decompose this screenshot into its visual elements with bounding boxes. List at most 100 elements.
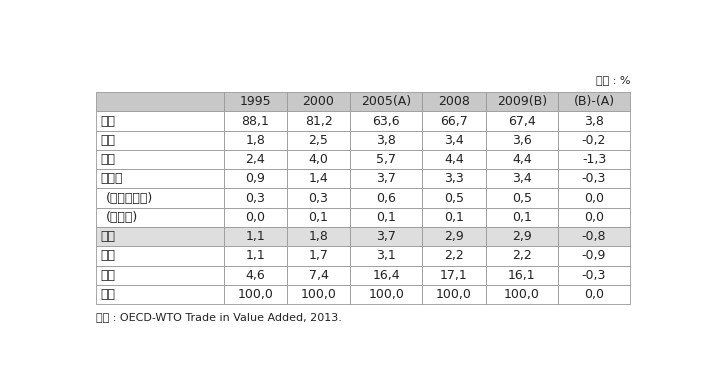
Text: 0,1: 0,1 <box>309 211 329 224</box>
Text: 100,0: 100,0 <box>368 288 404 301</box>
Text: 1995: 1995 <box>240 95 271 108</box>
Bar <box>558 111 630 131</box>
Bar <box>486 150 558 169</box>
Bar <box>350 285 422 304</box>
Text: 합계: 합계 <box>101 288 116 301</box>
Bar <box>223 92 287 111</box>
Text: 2,4: 2,4 <box>245 153 265 166</box>
Text: 17,1: 17,1 <box>440 269 468 282</box>
Bar <box>486 111 558 131</box>
Text: 1,7: 1,7 <box>309 249 329 263</box>
Bar <box>287 92 350 111</box>
Text: 일본: 일본 <box>101 153 116 166</box>
Text: 67,4: 67,4 <box>508 115 536 127</box>
Bar <box>422 246 486 266</box>
Bar <box>558 189 630 208</box>
Bar <box>350 208 422 227</box>
Text: 0,5: 0,5 <box>512 192 532 205</box>
Text: 0,3: 0,3 <box>245 192 265 205</box>
Bar <box>223 150 287 169</box>
Bar <box>350 92 422 111</box>
Bar <box>223 285 287 304</box>
Text: 100,0: 100,0 <box>238 288 273 301</box>
Bar <box>287 169 350 189</box>
Text: -0,3: -0,3 <box>582 172 606 185</box>
Text: 16,4: 16,4 <box>372 269 400 282</box>
Bar <box>422 169 486 189</box>
Text: 4,4: 4,4 <box>444 153 464 166</box>
Bar <box>486 189 558 208</box>
Bar <box>97 92 223 111</box>
Bar <box>422 111 486 131</box>
Text: 2,5: 2,5 <box>309 134 329 147</box>
Bar <box>287 266 350 285</box>
Text: -0,9: -0,9 <box>582 249 606 263</box>
Bar <box>486 131 558 150</box>
Bar <box>350 246 422 266</box>
Bar <box>287 208 350 227</box>
Bar <box>287 285 350 304</box>
Text: 3,7: 3,7 <box>376 172 396 185</box>
Text: 81,2: 81,2 <box>305 115 332 127</box>
Bar <box>287 111 350 131</box>
Bar <box>350 189 422 208</box>
Bar <box>558 285 630 304</box>
Text: (인도네시아): (인도네시아) <box>106 192 154 205</box>
Text: 1,8: 1,8 <box>245 134 265 147</box>
Text: 2,2: 2,2 <box>444 249 464 263</box>
Text: -0,3: -0,3 <box>582 269 606 282</box>
Bar <box>558 169 630 189</box>
Bar <box>486 285 558 304</box>
Text: 0,5: 0,5 <box>444 192 464 205</box>
Bar <box>287 150 350 169</box>
Bar <box>287 131 350 150</box>
Bar <box>486 227 558 246</box>
Bar <box>558 227 630 246</box>
Bar <box>422 92 486 111</box>
Text: 1,4: 1,4 <box>309 172 329 185</box>
Bar <box>97 227 223 246</box>
Text: 0,1: 0,1 <box>512 211 532 224</box>
Text: 3,4: 3,4 <box>512 172 532 185</box>
Bar <box>97 131 223 150</box>
Bar <box>97 169 223 189</box>
Bar <box>486 169 558 189</box>
Text: 63,6: 63,6 <box>372 115 400 127</box>
Bar <box>486 92 558 111</box>
Text: (베트남): (베트남) <box>106 211 138 224</box>
Text: 2,2: 2,2 <box>512 249 532 263</box>
Text: 3,8: 3,8 <box>376 134 396 147</box>
Bar <box>558 131 630 150</box>
Text: -0,2: -0,2 <box>582 134 606 147</box>
Bar <box>350 266 422 285</box>
Text: 3,1: 3,1 <box>376 249 396 263</box>
Text: 1,1: 1,1 <box>245 230 265 243</box>
Bar <box>350 111 422 131</box>
Text: 4,4: 4,4 <box>512 153 532 166</box>
Text: 0,1: 0,1 <box>376 211 396 224</box>
Text: 16,1: 16,1 <box>508 269 536 282</box>
Text: 3,7: 3,7 <box>376 230 396 243</box>
Text: 0,0: 0,0 <box>584 192 604 205</box>
Bar <box>422 208 486 227</box>
Text: 단위 : %: 단위 : % <box>596 75 630 85</box>
Bar <box>97 111 223 131</box>
Bar <box>350 169 422 189</box>
Text: 100,0: 100,0 <box>436 288 472 301</box>
Bar <box>486 208 558 227</box>
Text: 2000: 2000 <box>302 95 334 108</box>
Text: 2005(A): 2005(A) <box>361 95 411 108</box>
Bar <box>97 285 223 304</box>
Text: 미국: 미국 <box>101 134 116 147</box>
Text: 0,0: 0,0 <box>584 288 604 301</box>
Bar <box>97 266 223 285</box>
Bar <box>223 227 287 246</box>
Bar <box>223 111 287 131</box>
Text: 1,1: 1,1 <box>245 249 265 263</box>
Text: 아세안: 아세안 <box>101 172 123 185</box>
Bar <box>223 189 287 208</box>
Text: 0,0: 0,0 <box>245 211 265 224</box>
Text: 0,6: 0,6 <box>376 192 396 205</box>
Text: (B)-(A): (B)-(A) <box>573 95 615 108</box>
Text: 4,0: 4,0 <box>309 153 329 166</box>
